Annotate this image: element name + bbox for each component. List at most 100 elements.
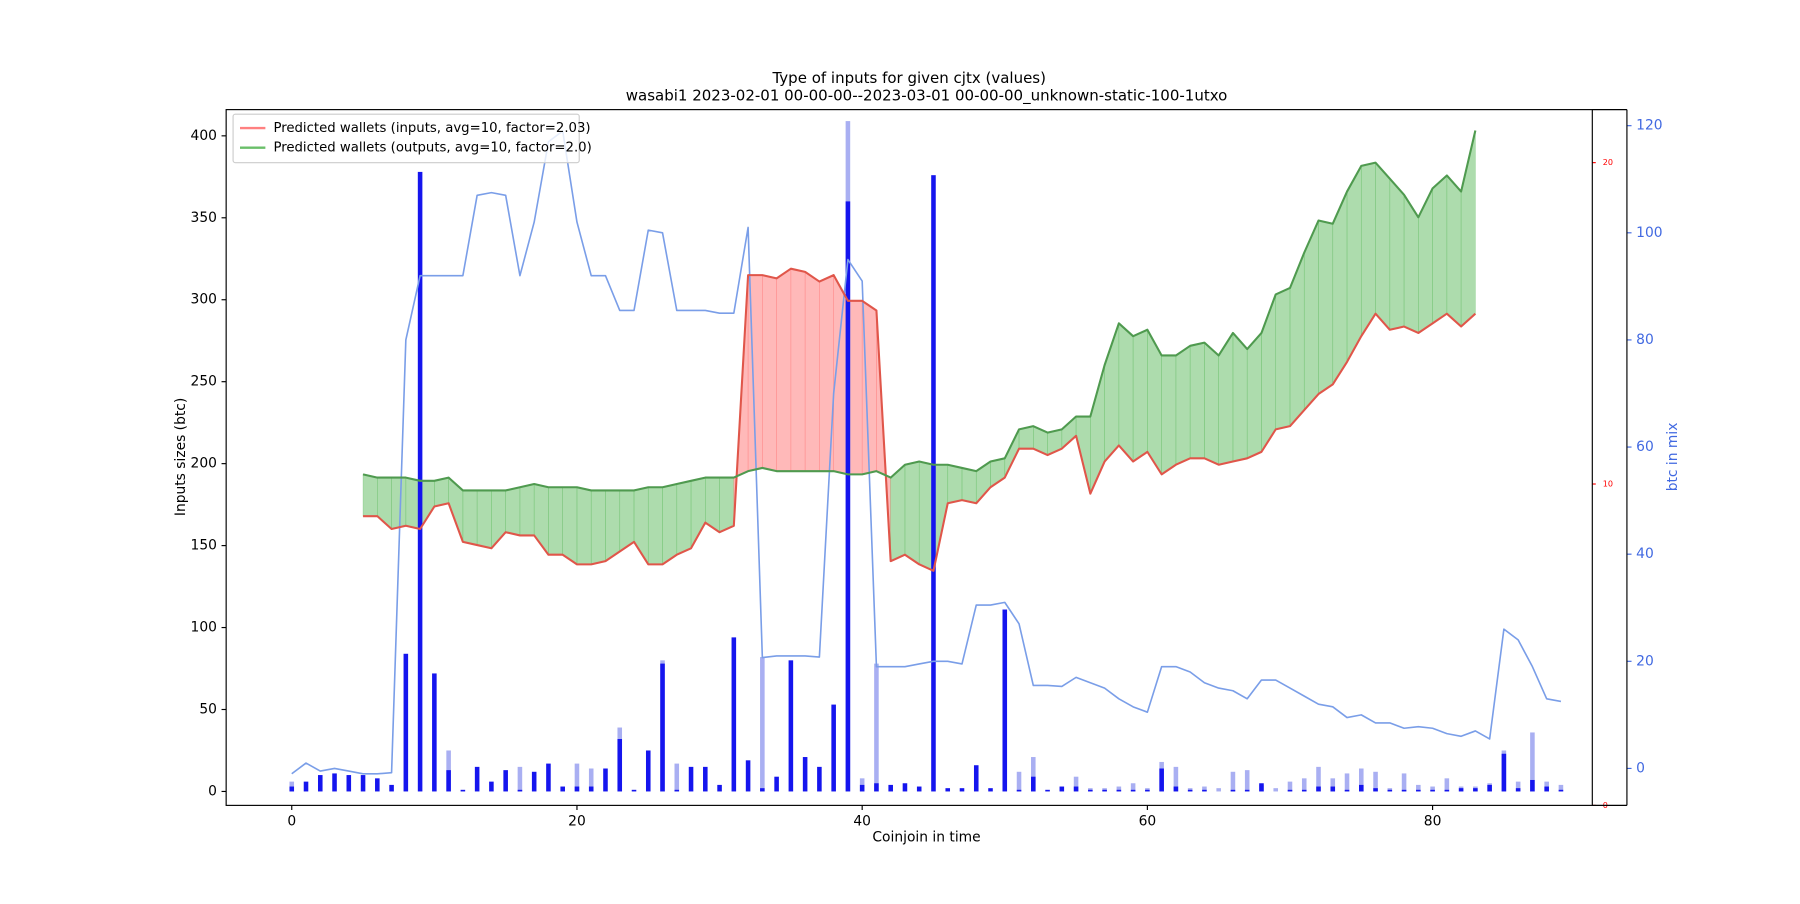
bar (1287, 789, 1293, 792)
fill-between (548, 486, 563, 556)
y-axis-label: Inputs sizes (btc) (173, 398, 189, 516)
fill-between (1204, 341, 1219, 466)
x-tick-label: 20 (568, 814, 586, 830)
bar (931, 175, 936, 792)
bar (1501, 753, 1507, 792)
fill-between (1446, 174, 1462, 328)
bar (1159, 768, 1164, 792)
bar (1202, 786, 1207, 792)
y3-tick-label: 40 (1636, 546, 1654, 562)
bar (1088, 788, 1093, 792)
bar (303, 781, 309, 792)
bar (574, 763, 580, 792)
bar (1473, 788, 1478, 792)
bar (1045, 789, 1050, 792)
y3-tick-label: 60 (1636, 439, 1654, 455)
bar (346, 775, 352, 792)
bar (375, 778, 380, 792)
bar (1487, 784, 1492, 792)
plot-layer: 0 20 40 60 800501001502002503003504000102002… (191, 109, 1663, 830)
bar (1359, 784, 1364, 792)
bar (760, 657, 765, 792)
fill-between (391, 477, 407, 530)
bar (1102, 788, 1107, 792)
bar (317, 775, 323, 792)
bar (474, 766, 480, 792)
bar (1344, 773, 1350, 792)
bar (831, 704, 836, 792)
bar (1387, 788, 1393, 792)
bar (1216, 788, 1221, 792)
bar (617, 739, 623, 792)
bar (788, 660, 794, 792)
bar (945, 788, 951, 792)
bar (1173, 766, 1179, 792)
y3-tick-label: 20 (1636, 653, 1654, 669)
y3-tick-label: 0 (1636, 760, 1645, 776)
fill-between (1118, 322, 1134, 463)
fill-between (804, 271, 820, 472)
fill-between (519, 483, 535, 536)
bar (1244, 789, 1250, 792)
bar (674, 789, 680, 792)
bar (1031, 757, 1036, 792)
y3-axis-label: btc in mix (1665, 423, 1681, 492)
bar (973, 765, 979, 792)
bar (588, 768, 594, 792)
bar (517, 789, 523, 792)
bar (546, 763, 551, 792)
plot-frame (225, 109, 1593, 806)
bar (1173, 786, 1179, 792)
chart-title: Type of inputs for given cjtx (values) (771, 69, 1046, 87)
bar (1230, 789, 1236, 792)
bar (389, 784, 394, 792)
x-tick-label: 0 (287, 814, 296, 830)
bar (1416, 789, 1421, 792)
bar (874, 783, 879, 792)
x-axis-label: Coinjoin in time (872, 830, 980, 846)
line (362, 130, 1477, 492)
bar (717, 784, 722, 792)
fill-between (1132, 329, 1148, 463)
bar (1244, 770, 1250, 792)
x-tick-label: 60 (1139, 814, 1157, 830)
bar (1130, 789, 1136, 792)
fill-between (662, 483, 678, 565)
bar (1316, 766, 1321, 792)
bar (1116, 789, 1122, 792)
bar (1558, 784, 1564, 792)
y-tick-label: 100 (191, 620, 217, 636)
bar (460, 789, 466, 792)
bar (1316, 786, 1321, 792)
bar (1373, 788, 1378, 792)
y2-tick-label: 10 (1603, 480, 1613, 489)
bar (1530, 732, 1535, 792)
bar (1373, 771, 1378, 792)
bar (1187, 788, 1193, 792)
bar (888, 784, 893, 792)
bar (1130, 783, 1136, 792)
line (291, 130, 1562, 775)
fill-between (1189, 342, 1205, 459)
y-tick-label: 400 (191, 128, 217, 144)
legend-label: Predicted wallets (inputs, avg=10, facto… (273, 121, 590, 136)
y-tick-label: 0 (208, 783, 217, 799)
x-tick-label: 80 (1424, 814, 1442, 830)
fill-between (1375, 161, 1391, 331)
bar (859, 784, 865, 792)
bar (902, 783, 908, 792)
bar (1430, 789, 1435, 792)
bar (1544, 786, 1549, 792)
bar (1430, 786, 1435, 792)
fill-between (961, 467, 977, 504)
bar (360, 775, 366, 792)
bar (1444, 789, 1450, 792)
bar (631, 789, 637, 792)
bar (731, 637, 737, 792)
bar (489, 781, 494, 792)
fill-between (1360, 162, 1376, 338)
bar (1330, 778, 1336, 792)
bar (1016, 789, 1022, 792)
bar (988, 788, 993, 792)
